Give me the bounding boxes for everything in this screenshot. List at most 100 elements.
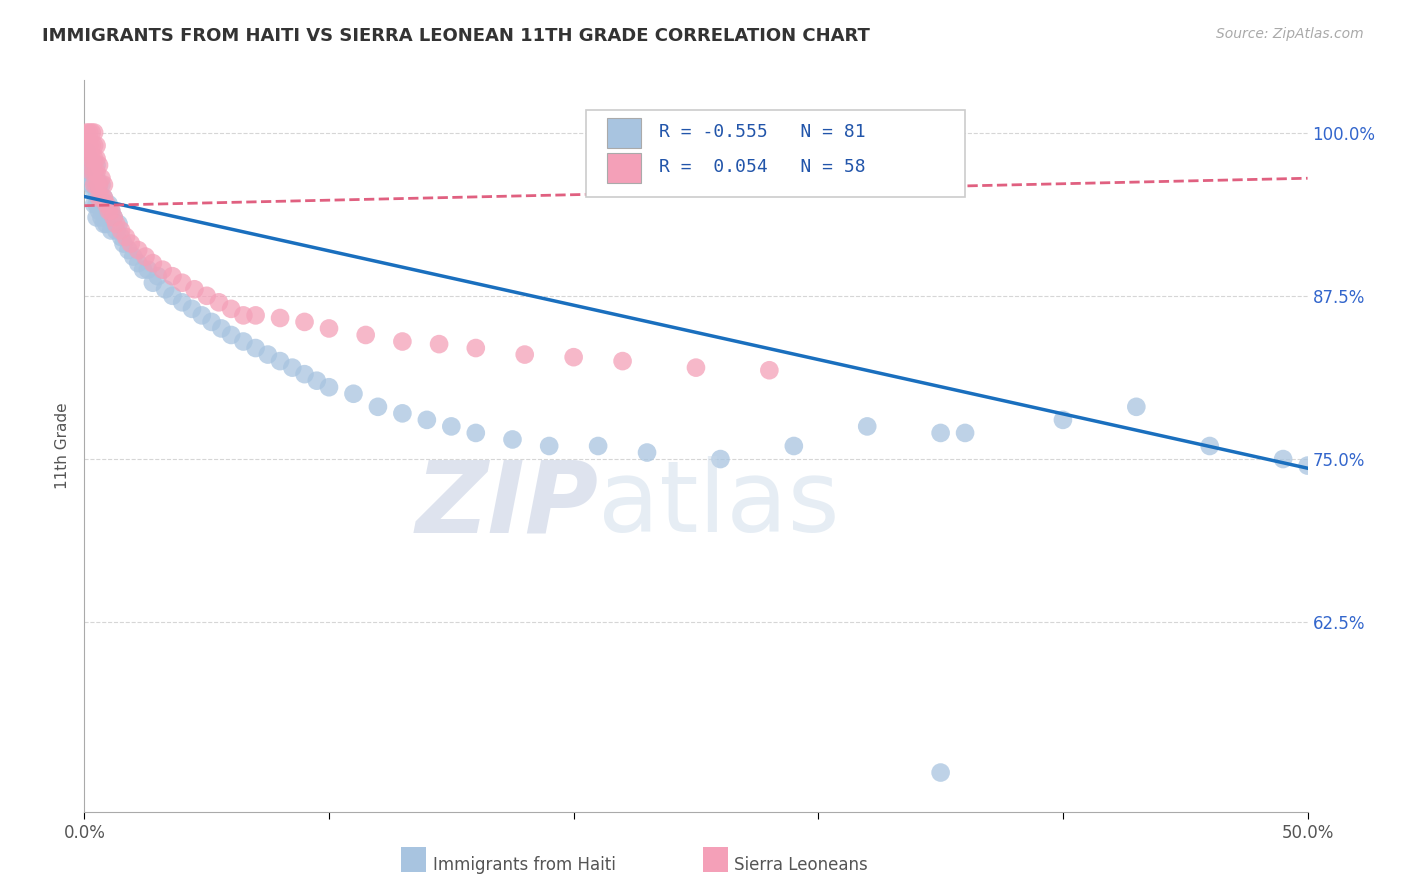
Point	[257, 348, 280, 362]
Point	[464, 425, 486, 440]
Point	[709, 452, 731, 467]
Point	[269, 311, 291, 326]
Point	[76, 128, 98, 143]
Point	[90, 211, 112, 225]
Point	[929, 425, 952, 440]
Point	[586, 439, 609, 453]
Point	[502, 433, 524, 447]
Point	[86, 178, 108, 192]
Point	[90, 191, 112, 205]
Point	[77, 138, 100, 153]
Point	[856, 419, 879, 434]
Point	[83, 138, 105, 153]
Point	[87, 191, 110, 205]
Point	[115, 230, 138, 244]
Point	[110, 223, 132, 237]
Point	[86, 171, 108, 186]
Point	[929, 765, 952, 780]
Text: Source: ZipAtlas.com: Source: ZipAtlas.com	[1216, 27, 1364, 41]
Point	[80, 171, 103, 186]
Point	[427, 337, 450, 351]
Point	[153, 282, 176, 296]
Bar	[606, 118, 641, 148]
Point	[83, 126, 105, 140]
Point	[80, 165, 103, 179]
Point	[76, 158, 98, 172]
Point	[172, 295, 194, 310]
Point	[132, 262, 155, 277]
Point	[83, 184, 105, 198]
Point	[612, 354, 634, 368]
Point	[93, 191, 115, 205]
Point	[87, 178, 110, 192]
Bar	[606, 153, 641, 184]
Point	[232, 334, 254, 349]
Point	[416, 413, 439, 427]
Point	[318, 321, 340, 335]
Point	[103, 211, 125, 225]
Point	[96, 217, 118, 231]
Point	[77, 165, 100, 179]
Point	[100, 223, 122, 237]
Point	[77, 126, 100, 140]
Point	[464, 341, 486, 355]
Point	[142, 276, 165, 290]
Point	[100, 203, 122, 218]
Point	[86, 197, 108, 211]
Point	[440, 419, 463, 434]
Point	[90, 178, 112, 192]
Point	[103, 211, 125, 225]
Point	[97, 197, 120, 211]
FancyBboxPatch shape	[586, 110, 965, 197]
Point	[96, 197, 118, 211]
Point	[86, 158, 108, 172]
Point	[1296, 458, 1319, 473]
Point	[162, 269, 184, 284]
Point	[77, 152, 100, 166]
Point	[391, 406, 413, 420]
Point	[77, 152, 100, 166]
Point	[87, 178, 110, 192]
Point	[105, 223, 128, 237]
Point	[86, 211, 108, 225]
Point	[127, 256, 149, 270]
Point	[367, 400, 389, 414]
Point	[1052, 413, 1074, 427]
Point	[76, 141, 98, 155]
Point	[110, 230, 132, 244]
Point	[90, 171, 112, 186]
Point	[162, 289, 184, 303]
Point	[305, 374, 328, 388]
Point	[76, 126, 98, 140]
Point	[135, 250, 157, 264]
Point	[354, 328, 377, 343]
Point	[86, 184, 108, 198]
Point	[107, 217, 129, 231]
Point	[93, 217, 115, 231]
Point	[83, 165, 105, 179]
Point	[86, 138, 108, 153]
Point	[87, 158, 110, 172]
Point	[122, 250, 145, 264]
Point	[142, 256, 165, 270]
Point	[1272, 452, 1295, 467]
Point	[80, 158, 103, 172]
Point	[636, 445, 658, 459]
Point	[758, 363, 780, 377]
Point	[281, 360, 304, 375]
Point	[97, 203, 120, 218]
Point	[172, 276, 194, 290]
Point	[93, 203, 115, 218]
Point	[76, 145, 98, 160]
Text: ZIP: ZIP	[415, 456, 598, 553]
Point	[1198, 439, 1220, 453]
Point	[953, 425, 976, 440]
Point	[83, 178, 105, 192]
Point	[93, 178, 115, 192]
Point	[294, 367, 316, 381]
Point	[112, 236, 135, 251]
Point	[87, 191, 110, 205]
Point	[219, 328, 242, 343]
Point	[80, 126, 103, 140]
Point	[232, 309, 254, 323]
